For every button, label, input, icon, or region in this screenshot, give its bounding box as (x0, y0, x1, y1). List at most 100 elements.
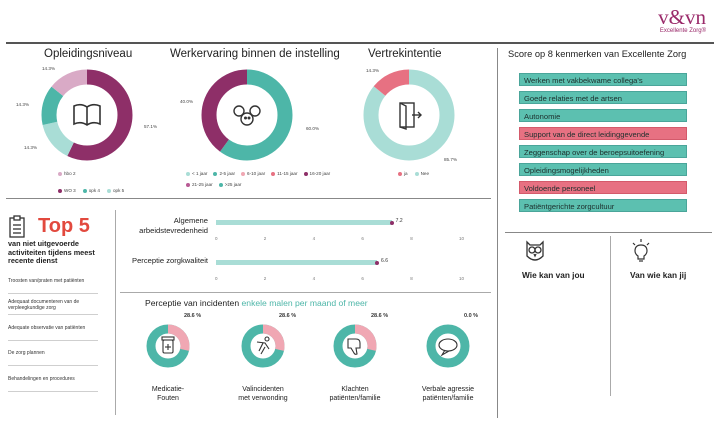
legend-label: 11-15 jaar (277, 171, 298, 176)
top5-item-divider (8, 365, 98, 366)
legend-label: 21-25 jaar (192, 182, 213, 187)
thumbs-down-icon (347, 338, 361, 355)
kenmerk-item: Autonomie (519, 109, 687, 122)
legend-dot (186, 171, 190, 176)
kenmerk-item: Zeggenschap over de beroepsuitoefening (519, 145, 687, 158)
legend-item: 2-5 jaar (213, 171, 235, 176)
top5-item-divider (8, 293, 98, 294)
kenmerk-item: Voldoende personeel (519, 181, 687, 194)
legend-label: < 1 jaar (192, 171, 208, 176)
tevredenheid-tick: 10 (459, 276, 465, 281)
incident-caption: Klachten patiënten/familie (329, 386, 381, 402)
legend-item: Nee (414, 171, 430, 176)
top5-item: De zorg plannen (8, 350, 45, 356)
legend-dot (107, 188, 111, 193)
incident-percentage: 28.6 % (371, 313, 389, 319)
incident-caption: Medicatie- Fouten (151, 386, 185, 402)
legend-item: 21-25 jaar (186, 182, 213, 187)
incident-donut (146, 324, 190, 368)
legend-dot (303, 171, 308, 176)
people-group-icon (233, 105, 261, 126)
tevredenheid-tick: 4 (312, 236, 316, 241)
legend-item: 6-10 jaar (241, 171, 265, 176)
legend-dot (58, 188, 62, 193)
top5-item-divider (8, 391, 98, 392)
vertrekintentie-donut (363, 69, 455, 161)
clipboard-icon (9, 215, 25, 238)
incident-caption: Verbale agressie patiënten/familie (421, 386, 475, 402)
wie-kan-van-jou: Wie kan van jou (522, 270, 585, 280)
donut-label: 14.3% (24, 145, 38, 150)
legend-item: < 1 jaar (186, 171, 207, 176)
tevredenheid-label: Perceptie zorgkwaliteit (132, 256, 208, 265)
tevredenheid-marker (375, 260, 380, 265)
vertrekintentie-legend: ja Nee (398, 171, 429, 176)
learn-top-divider (505, 232, 712, 233)
vertical-divider (497, 48, 498, 418)
legend-label: hbo 2 (64, 171, 76, 176)
incident-divider (120, 292, 491, 293)
legend-dot (241, 171, 246, 176)
kenmerken-title: Score op 8 kenmerken van Excellente Zorg (508, 49, 687, 59)
werkervaring-donut (201, 69, 293, 161)
exit-door-icon (399, 102, 422, 130)
top5-item: Adequaat documenteren van de verpleegkun… (8, 299, 80, 311)
legend-label: Nee (420, 171, 430, 176)
donut-label: 14.3% (366, 68, 380, 73)
werkervaring-title: Werkervaring binnen de instelling (170, 48, 340, 60)
donut-label: 85.7% (444, 157, 458, 162)
vertrekintentie-title: Vertrekintentie (368, 48, 442, 60)
pill-bottle-icon (161, 336, 175, 354)
lightbulb-icon (632, 239, 650, 262)
donut-label: 57.1% (144, 124, 158, 129)
owl-icon (526, 240, 544, 261)
kenmerk-item: Opleidingsmogelijkheden (519, 163, 687, 176)
tevredenheid-tick: 0 (215, 236, 218, 241)
legend-label: 6-10 jaar (247, 171, 266, 176)
incident-caption: Valincidenten met verwonding (238, 386, 288, 402)
tevredenheid-tick: 8 (410, 276, 413, 281)
incident-donut (333, 324, 377, 368)
brand-logo: v&vn Excellente Zorg® (658, 6, 706, 34)
learn-vertical-divider (610, 236, 611, 396)
legend-item: opk 5 (107, 188, 124, 193)
tevredenheid-tick: 2 (263, 236, 267, 241)
tevredenheid-bar (216, 220, 392, 225)
incidenten-title-suffix: enkele malen per maand of meer (241, 298, 368, 308)
incidenten-title: Perceptie van incidenten (145, 298, 240, 308)
top5-item-divider (8, 314, 98, 315)
legend-dot (398, 171, 402, 176)
top5-divider (115, 210, 116, 415)
tevredenheid-tick: 10 (459, 236, 465, 241)
legend-dot (58, 171, 62, 176)
incident-percentage: 0.0 % (464, 313, 479, 319)
donut-label: 14.3% (42, 66, 56, 71)
mid-divider (6, 198, 491, 199)
opleidingsniveau-title: Opleidingsniveau (44, 48, 133, 60)
brand-name: v&vn (658, 5, 706, 29)
speech-bubble-icon (438, 338, 458, 357)
opleidingsniveau-donut (41, 69, 133, 161)
incident-percentage: 28.6 % (279, 313, 297, 319)
tevredenheid-value: 6.6 (381, 258, 388, 264)
tevredenheid-bar (216, 260, 378, 265)
legend-item: >25 jaar (218, 182, 241, 187)
legend-label: ja (404, 171, 408, 176)
top5-item: Troosten van/praten met patiënten (8, 278, 85, 284)
falling-person-icon (256, 336, 270, 355)
incidenten-title-wrap: Perceptie van incidenten enkele malen pe… (145, 298, 368, 308)
tevredenheid-value: 7.2 (395, 218, 403, 224)
tevredenheid-tick: 2 (263, 276, 267, 281)
tevredenheid-marker (389, 220, 394, 225)
van-wie-kan-jij: Van wie kan jij (630, 270, 687, 280)
legend-label: opk 5 (113, 188, 125, 193)
legend-item: opk 4 (82, 188, 100, 193)
legend-dot (186, 182, 190, 187)
legend-item: ja (398, 171, 408, 176)
legend-label: 16-20 jaar (309, 171, 331, 176)
legend-dot (271, 171, 276, 176)
legend-item: hbo 2 (58, 171, 76, 176)
top5-subtitle: van niet uitgevoerde activiteiten tijden… (8, 239, 95, 266)
donut-label: 14.3% (16, 102, 30, 107)
kenmerk-item: Goede relaties met de artsen (519, 91, 687, 104)
